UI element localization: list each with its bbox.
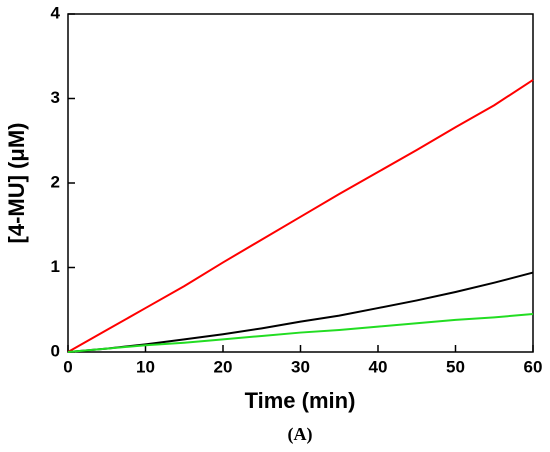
y-tick-label: 2	[51, 172, 60, 191]
y-tick-label: 0	[51, 341, 60, 360]
y-tick-label: 3	[51, 88, 60, 107]
x-tick-label: 30	[291, 357, 310, 376]
plot-frame	[67, 13, 534, 353]
x-tick-label: 0	[63, 357, 72, 376]
x-tick-label: 50	[446, 357, 465, 376]
x-axis-label: Time (min)	[245, 388, 356, 413]
x-tick-label: 20	[214, 357, 233, 376]
y-axis-label: [4-MU] (μM)	[4, 123, 29, 244]
data-line	[67, 312, 534, 353]
data-line	[67, 79, 534, 353]
caption: (A)	[288, 424, 313, 445]
y-tick-label: 1	[51, 257, 60, 276]
x-tick-label: 10	[136, 357, 155, 376]
y-tick-label: 4	[51, 3, 61, 22]
x-tick-label: 40	[369, 357, 388, 376]
x-tick-label: 60	[524, 357, 543, 376]
